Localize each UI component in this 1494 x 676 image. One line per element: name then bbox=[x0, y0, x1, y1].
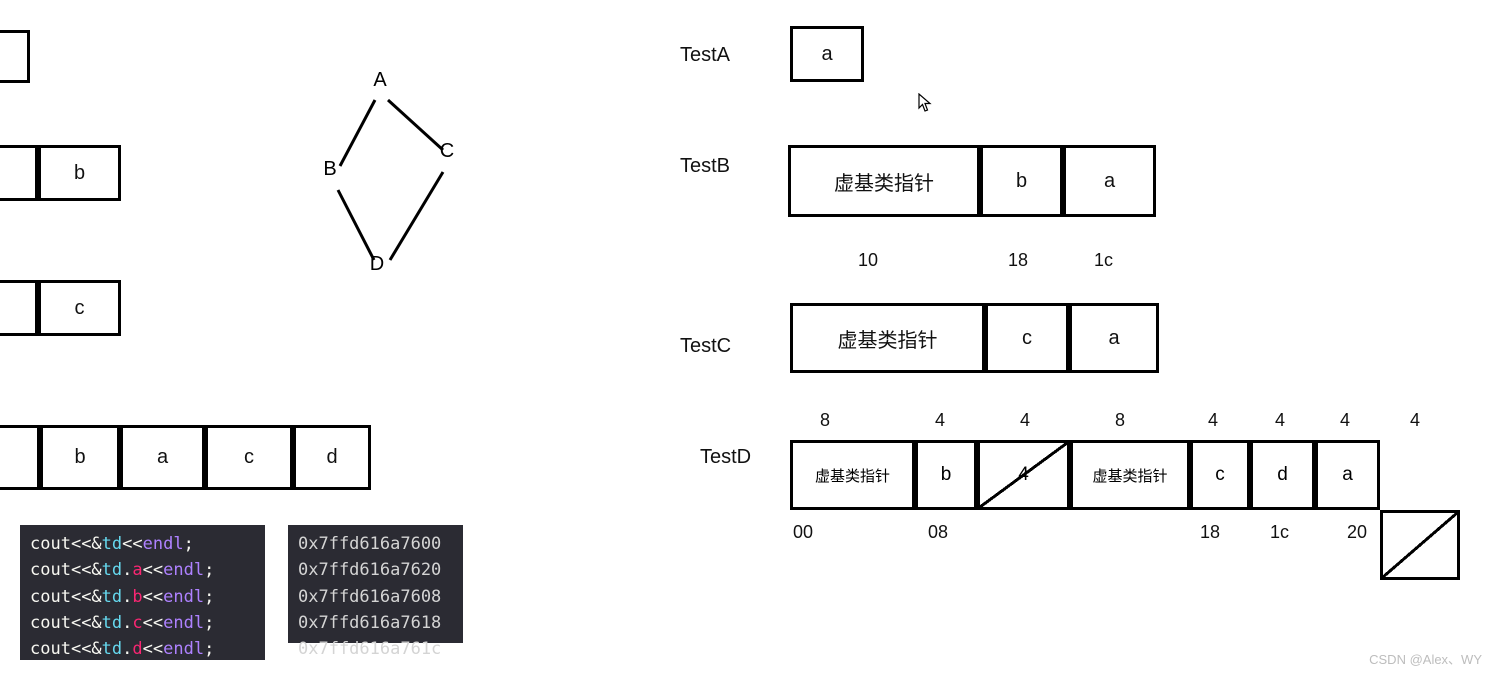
testb-cell: a bbox=[1063, 145, 1156, 217]
testd-size: 4 bbox=[1020, 410, 1030, 431]
left-row-cell bbox=[0, 425, 40, 490]
testd-size: 4 bbox=[1340, 410, 1350, 431]
testb-cell: 虚基类指针 bbox=[788, 145, 980, 217]
testd-cell: d bbox=[1250, 440, 1315, 510]
testc-cell: a bbox=[1069, 303, 1159, 373]
testb-cell-label: 虚基类指针 bbox=[834, 167, 934, 196]
testd-size: 4 bbox=[1275, 410, 1285, 431]
diagram-node-D: D bbox=[370, 253, 384, 275]
testb-offset: 18 bbox=[1008, 250, 1028, 271]
testc-cell: 虚基类指针 bbox=[790, 303, 985, 373]
testb-offset: 10 bbox=[858, 250, 878, 271]
row-label-TestA: TestA bbox=[680, 44, 730, 67]
testd-cell bbox=[1380, 510, 1460, 580]
diagram-node-A: A bbox=[373, 69, 387, 91]
diagram-edge bbox=[340, 100, 375, 166]
testa-cell-label: a bbox=[821, 43, 832, 66]
inheritance-diamond-diagram: A B C D bbox=[300, 60, 500, 300]
code-line: cout<<&td<<endl; bbox=[30, 531, 255, 557]
testb-cell-label: a bbox=[1104, 170, 1115, 193]
left-row-cell: d bbox=[293, 425, 371, 490]
address-line: 0x7ffd616a7620 bbox=[298, 557, 453, 583]
address-line: 0x7ffd616a761c bbox=[298, 636, 453, 662]
diagram-edge bbox=[388, 100, 443, 150]
diagram-edge bbox=[390, 172, 443, 260]
address-line: 0x7ffd616a7608 bbox=[298, 584, 453, 610]
testd-cell-label: 4 bbox=[1018, 464, 1029, 486]
testc-cell: c bbox=[985, 303, 1069, 373]
testd-offset: 00 bbox=[793, 522, 813, 543]
code-block-cout: cout<<&td<<endl;cout<<&td.a<<endl;cout<<… bbox=[20, 525, 265, 660]
address-line: 0x7ffd616a7618 bbox=[298, 610, 453, 636]
watermark: CSDN @Alex、WY bbox=[1369, 649, 1482, 668]
testd-offset: 20 bbox=[1347, 522, 1367, 543]
row-label-TestB: TestB bbox=[680, 155, 730, 178]
testb-cell-label: b bbox=[1016, 170, 1027, 193]
left-cell bbox=[0, 280, 38, 336]
testc-cell-label: c bbox=[1022, 327, 1032, 350]
testd-offset: 1c bbox=[1270, 522, 1289, 543]
diagram-node-B: B bbox=[323, 158, 336, 180]
left-cell: b bbox=[38, 145, 121, 201]
testd-size: 4 bbox=[1410, 410, 1420, 431]
left-row-cell: c bbox=[205, 425, 293, 490]
code-line: cout<<&td.c<<endl; bbox=[30, 610, 255, 636]
left-row-cell: a bbox=[120, 425, 205, 490]
testd-size: 8 bbox=[1115, 410, 1125, 431]
testd-cell-label: 虚基类指针 bbox=[815, 465, 890, 486]
testd-cell-label: c bbox=[1215, 464, 1225, 486]
testd-offset: 18 bbox=[1200, 522, 1220, 543]
testb-cell: b bbox=[980, 145, 1063, 217]
row-label-TestD: TestD bbox=[700, 446, 751, 469]
address-line: 0x7ffd616a7600 bbox=[298, 531, 453, 557]
diagram-edge bbox=[338, 190, 374, 260]
testd-cell: 虚基类指针 bbox=[1070, 440, 1190, 510]
testd-cell: 虚基类指针 bbox=[790, 440, 915, 510]
diagram-node-C: C bbox=[440, 140, 454, 162]
testd-cell-label: 虚基类指针 bbox=[1092, 465, 1167, 486]
testd-size: 4 bbox=[1208, 410, 1218, 431]
testd-cell: c bbox=[1190, 440, 1250, 510]
testd-cell-label: b bbox=[941, 464, 952, 486]
testa-cell: a bbox=[790, 26, 864, 82]
left-cell: c bbox=[38, 280, 121, 336]
testd-cell: a bbox=[1315, 440, 1380, 510]
testc-cell-label: 虚基类指针 bbox=[838, 324, 938, 353]
testd-cell: b bbox=[915, 440, 977, 510]
left-cell bbox=[0, 30, 30, 83]
row-label-TestC: TestC bbox=[680, 335, 731, 358]
mouse-cursor-icon bbox=[918, 93, 932, 113]
left-row-cell: b bbox=[40, 425, 120, 490]
code-line: cout<<&td.b<<endl; bbox=[30, 584, 255, 610]
testd-size: 4 bbox=[935, 410, 945, 431]
code-block-addresses: 0x7ffd616a76000x7ffd616a76200x7ffd616a76… bbox=[288, 525, 463, 643]
code-line: cout<<&td.d<<endl; bbox=[30, 636, 255, 662]
code-line: cout<<&td.a<<endl; bbox=[30, 557, 255, 583]
testd-cell-label: a bbox=[1342, 464, 1353, 486]
testb-offset: 1c bbox=[1094, 250, 1113, 271]
testd-size: 8 bbox=[820, 410, 830, 431]
left-cell bbox=[0, 145, 38, 201]
testd-cell-label: d bbox=[1277, 464, 1288, 486]
testc-cell-label: a bbox=[1108, 327, 1119, 350]
testd-offset: 08 bbox=[928, 522, 948, 543]
testd-cell: 4 bbox=[977, 440, 1070, 510]
